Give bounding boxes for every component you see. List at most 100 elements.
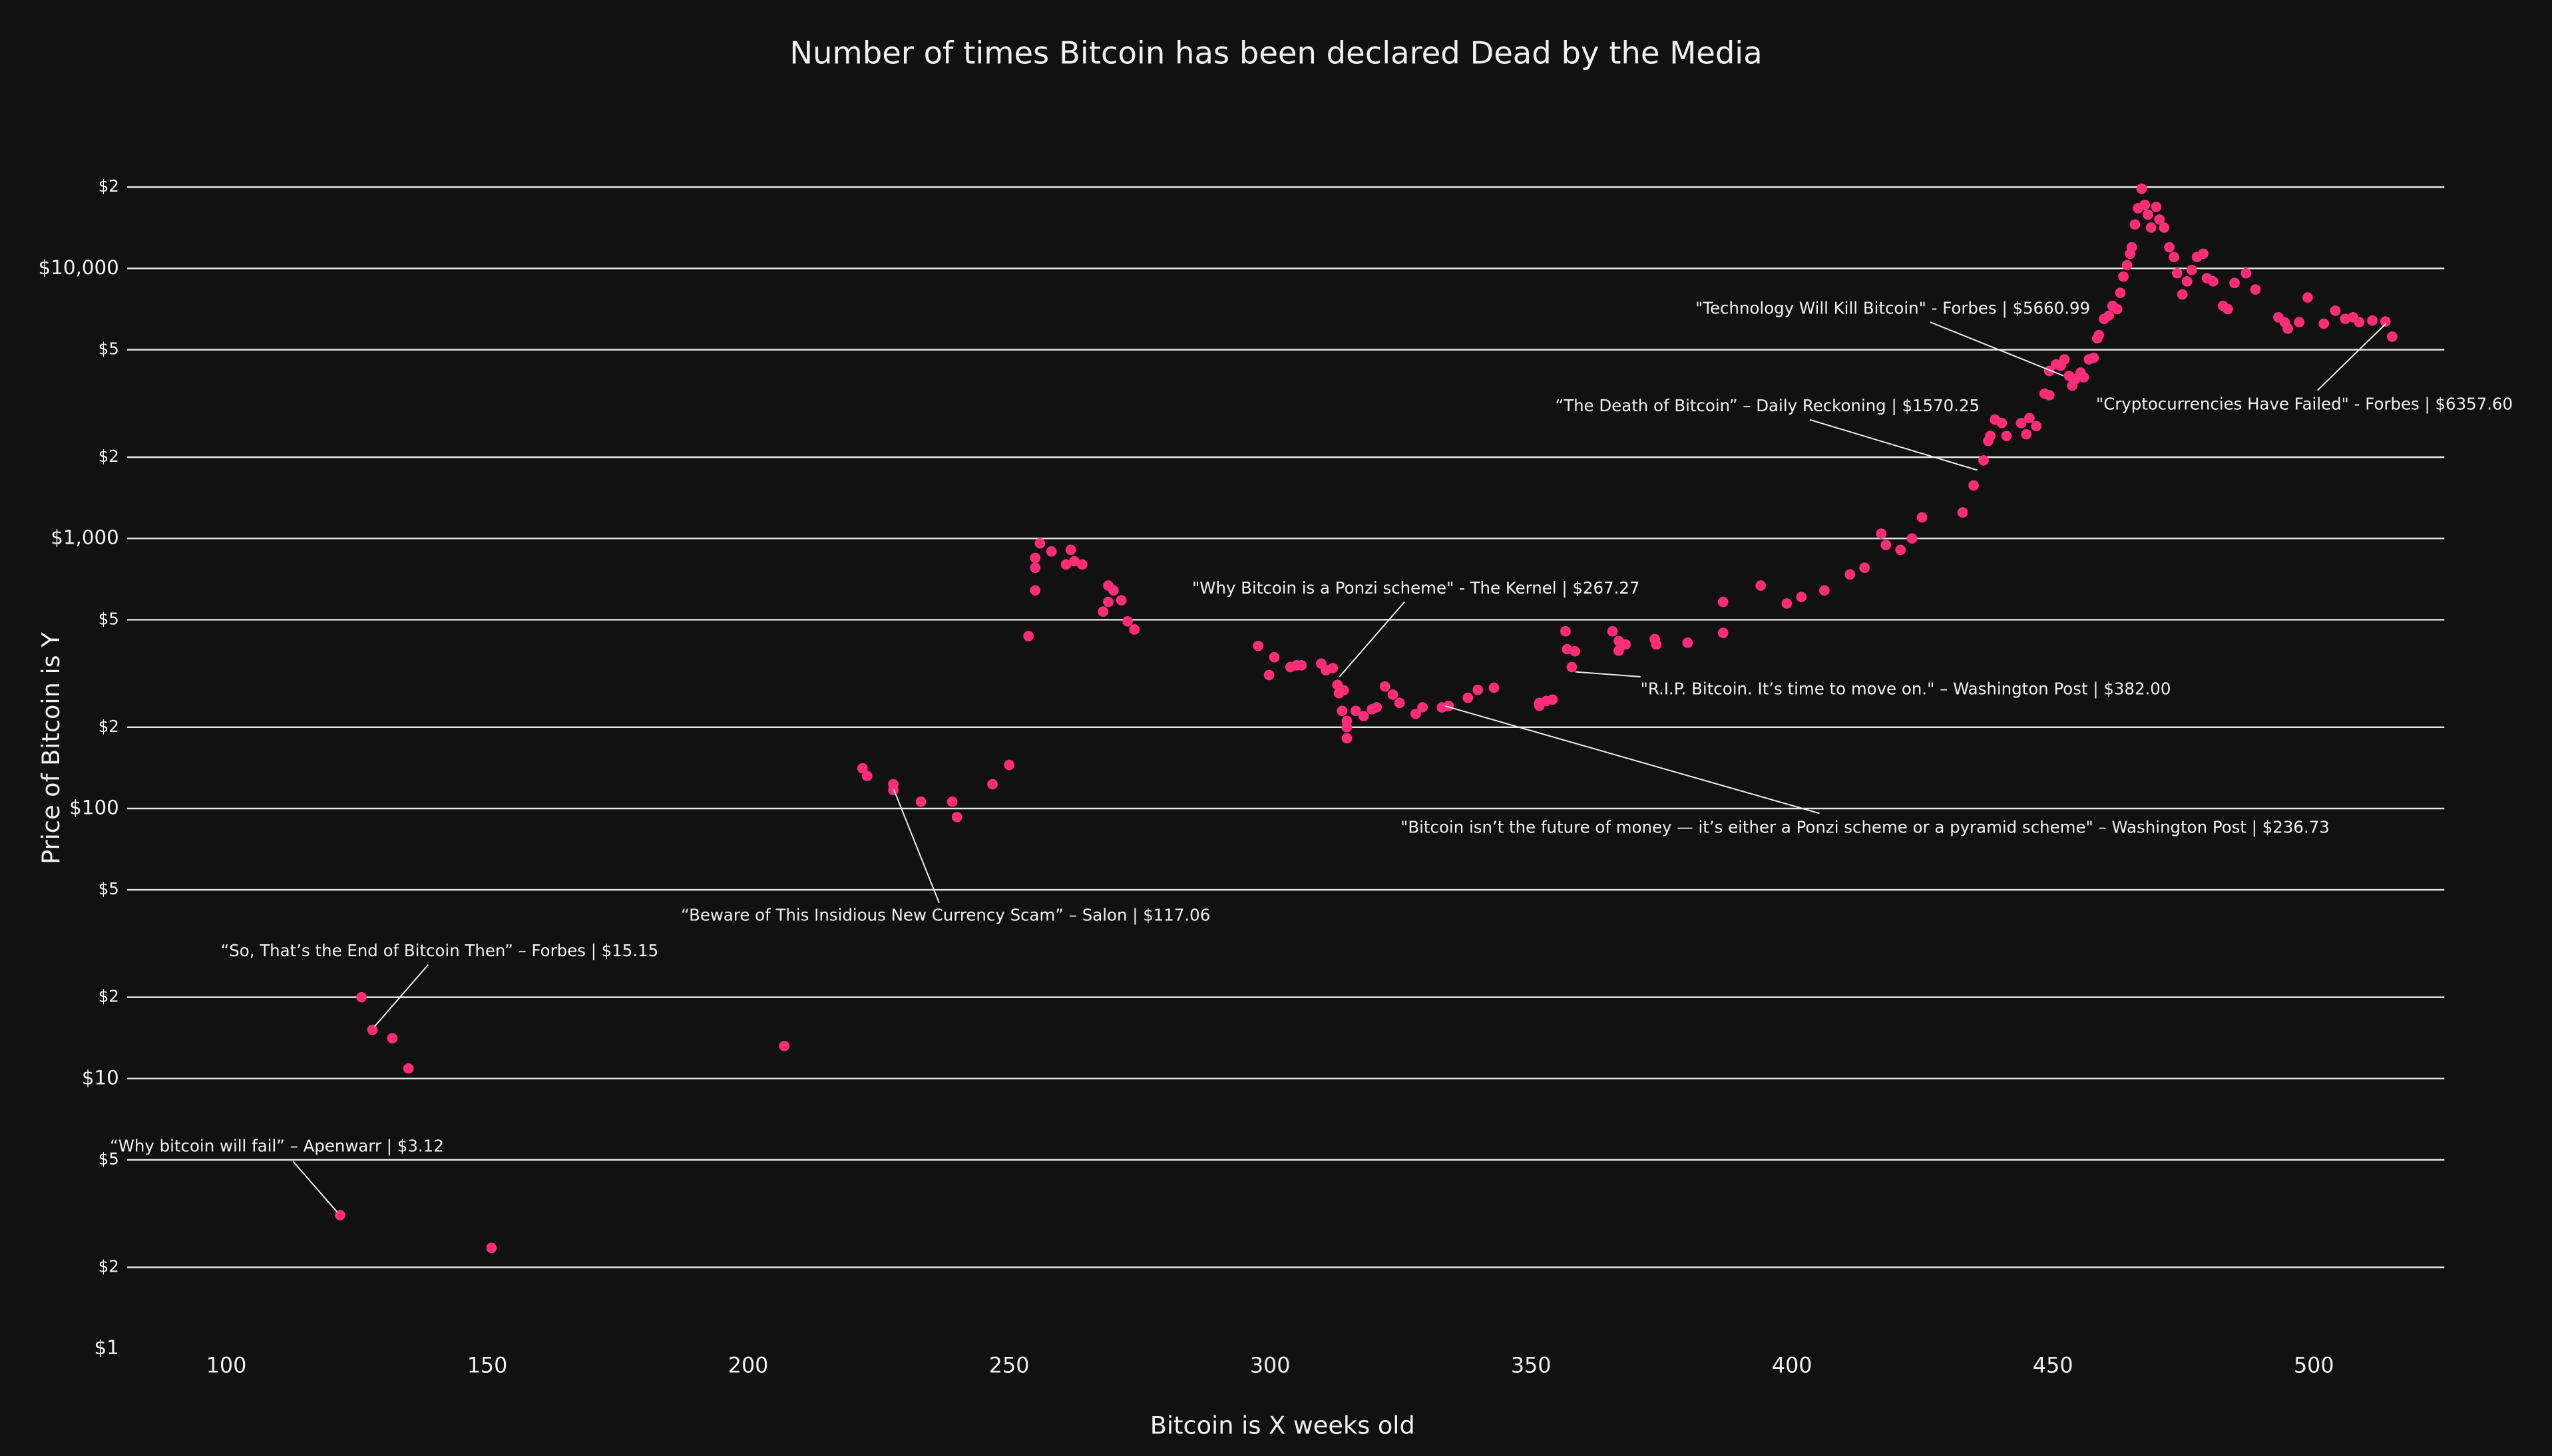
point xyxy=(1607,626,1618,637)
point xyxy=(2151,202,2162,212)
point xyxy=(951,811,962,822)
point xyxy=(2302,292,2313,303)
point xyxy=(1417,702,1428,713)
point xyxy=(2126,242,2137,253)
point xyxy=(1968,480,1979,491)
point xyxy=(1108,585,1119,596)
annotation: “Why bitcoin will fail” – Apenwarr | $3.… xyxy=(110,1137,444,1156)
point xyxy=(2340,313,2351,325)
point xyxy=(1069,556,1080,567)
point xyxy=(2172,268,2183,279)
point xyxy=(1462,692,1474,703)
point xyxy=(1122,616,1133,627)
point xyxy=(2198,248,2209,260)
point xyxy=(1263,669,1275,681)
point xyxy=(915,796,927,807)
point xyxy=(1906,533,1918,544)
point xyxy=(2318,318,2329,329)
point xyxy=(2136,183,2147,194)
point xyxy=(2164,242,2175,253)
point xyxy=(1030,552,1041,564)
point xyxy=(2186,264,2197,275)
point xyxy=(2330,305,2341,316)
annotation: “Beware of This Insidious New Currency S… xyxy=(681,905,1210,924)
x-tick-label: 350 xyxy=(1511,1354,1552,1378)
point xyxy=(2387,331,2398,342)
point xyxy=(1916,512,1928,523)
point xyxy=(888,785,899,796)
point xyxy=(1859,562,1870,573)
point xyxy=(1682,637,1693,648)
point xyxy=(2103,310,2114,321)
y-tick-label: $1 xyxy=(94,1336,118,1359)
annotation-leader xyxy=(373,964,429,1027)
point xyxy=(862,771,873,781)
y-tick-label: $100 xyxy=(69,796,119,819)
y-tick-label: $2 xyxy=(99,447,119,466)
point xyxy=(1566,661,1578,673)
y-tick-label: $5 xyxy=(99,609,119,628)
point xyxy=(1350,705,1361,717)
point xyxy=(2059,354,2070,365)
point xyxy=(1570,645,1580,657)
point xyxy=(1796,592,1807,602)
x-tick-label: 400 xyxy=(1772,1354,1812,1378)
point xyxy=(2380,316,2391,327)
point xyxy=(2139,200,2151,210)
x-tick-label: 250 xyxy=(989,1354,1030,1378)
point xyxy=(1077,559,1088,570)
point xyxy=(2043,390,2055,401)
point xyxy=(1379,681,1390,692)
point xyxy=(2031,421,2041,432)
point xyxy=(387,1033,398,1044)
point xyxy=(857,763,868,774)
y-tick-label: $2 xyxy=(99,1256,119,1276)
annotation: “So, That’s the End of Bitcoin Then” – F… xyxy=(221,941,659,960)
point xyxy=(1098,606,1109,617)
point xyxy=(779,1041,790,1051)
point xyxy=(1895,544,1906,556)
point xyxy=(1410,709,1421,719)
point xyxy=(2367,315,2378,326)
point xyxy=(1547,694,1558,705)
point xyxy=(2282,323,2293,334)
annotation: "Cryptocurrencies Have Failed" - Forbes … xyxy=(2096,395,2513,414)
point xyxy=(403,1063,414,1074)
y-tick-label: $5 xyxy=(99,339,119,358)
point xyxy=(367,1024,378,1035)
annotation-leader xyxy=(1339,601,1405,677)
point xyxy=(2208,276,2219,287)
point xyxy=(2159,222,2170,233)
point xyxy=(2181,276,2193,287)
point xyxy=(1472,684,1484,695)
point xyxy=(1338,685,1349,696)
point xyxy=(1116,595,1127,606)
point xyxy=(356,992,367,1003)
point xyxy=(2177,289,2188,300)
point xyxy=(1985,431,1996,441)
point xyxy=(1337,705,1348,717)
x-tick-label: 200 xyxy=(728,1354,769,1378)
point xyxy=(2229,277,2240,289)
point xyxy=(2354,317,2365,327)
chart-title: Number of times Bitcoin has been declare… xyxy=(789,35,1762,71)
annotation-leader xyxy=(1930,321,2064,377)
point xyxy=(2111,303,2123,315)
point xyxy=(2294,317,2305,327)
point xyxy=(1755,580,1766,591)
point xyxy=(2016,417,2027,429)
point xyxy=(1253,640,1263,651)
point xyxy=(2129,219,2141,230)
y-tick-label: $2 xyxy=(99,987,119,1006)
point xyxy=(2115,287,2126,298)
annotation-leader xyxy=(893,789,940,904)
point xyxy=(1327,663,1339,673)
point xyxy=(1371,702,1382,713)
point xyxy=(1876,528,1887,539)
y-tick-label: $2 xyxy=(99,717,119,736)
x-tick-label: 450 xyxy=(2033,1354,2073,1378)
point xyxy=(2240,268,2252,279)
point xyxy=(2118,271,2129,282)
x-tick-label: 300 xyxy=(1250,1354,1291,1378)
